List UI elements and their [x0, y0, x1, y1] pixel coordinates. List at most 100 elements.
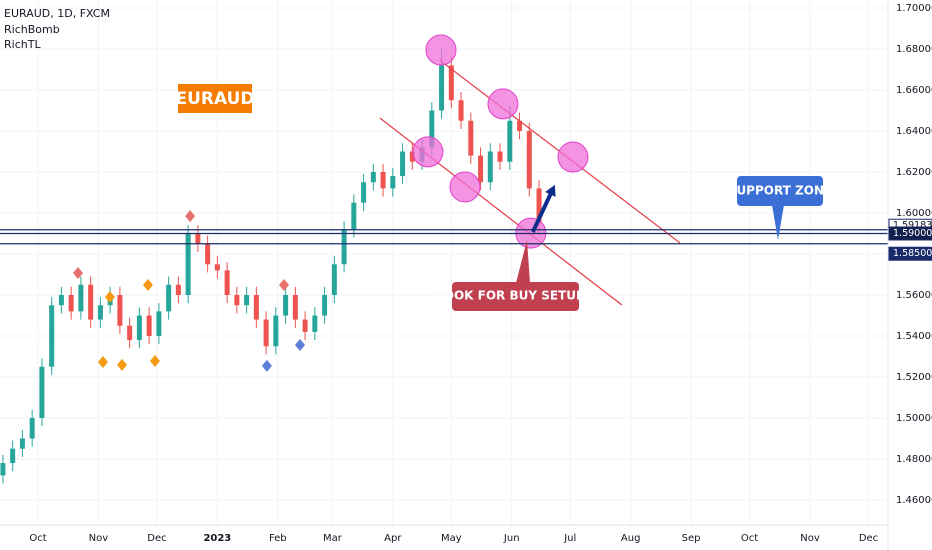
- y-tick-label: 1.52000: [896, 372, 932, 383]
- candle-body: [312, 315, 318, 332]
- candle-body: [263, 319, 269, 347]
- signal-diamond: [117, 358, 128, 371]
- x-tick-label: Jul: [563, 533, 576, 544]
- candle-body: [253, 294, 259, 320]
- candle-body: [370, 171, 376, 183]
- x-tick-label: Jun: [503, 533, 520, 544]
- setup-box: [452, 282, 579, 311]
- support-label: SUPPORT ZONE: [728, 184, 832, 198]
- y-tick-label: 1.64000: [896, 126, 932, 137]
- candle-body: [78, 284, 84, 312]
- candle-body: [224, 270, 230, 295]
- callout-pointer: [772, 205, 784, 240]
- candle-body: [19, 438, 25, 449]
- symbol-box: [178, 84, 252, 113]
- candle-body: [195, 233, 201, 244]
- x-tick-label: Dec: [147, 533, 166, 544]
- chart-title: EURAUD, 1D, FXCM: [4, 7, 110, 20]
- candle-body: [302, 319, 308, 332]
- y-tick-label: 1.56000: [896, 290, 932, 301]
- candle-body: [517, 120, 523, 131]
- candle-body: [526, 130, 532, 189]
- candle-body: [400, 151, 406, 177]
- candle-body: [331, 264, 337, 295]
- candle-body: [234, 294, 240, 306]
- y-tick-label: 1.46000: [896, 495, 932, 506]
- x-tick-label: Apr: [384, 533, 402, 544]
- candle-body: [283, 294, 289, 316]
- candle-body: [380, 171, 386, 189]
- y-tick-label: 1.68000: [896, 44, 932, 55]
- candle-body: [68, 294, 74, 312]
- signal-diamond: [97, 356, 108, 369]
- y-tick-label: 1.48000: [896, 454, 932, 465]
- plot-area: [0, 0, 888, 525]
- highlight-circle: [557, 141, 589, 173]
- candle-body: [39, 366, 45, 418]
- setup-label: LOOK FOR BUY SETUPS: [437, 289, 594, 303]
- candle-body: [88, 284, 94, 320]
- signal-diamond: [185, 210, 196, 223]
- candle-body: [0, 463, 6, 476]
- candle-body: [487, 151, 493, 183]
- candle-body: [439, 65, 445, 111]
- signal-diamond: [261, 359, 272, 372]
- candle-body: [244, 294, 250, 306]
- candle-body: [468, 120, 474, 156]
- y-tick-label: 1.62000: [896, 167, 932, 178]
- candle-body: [214, 264, 220, 271]
- candle-body: [58, 294, 64, 306]
- y-tick-label: 1.50000: [896, 413, 932, 424]
- candle-body: [146, 315, 152, 336]
- candle-body: [478, 155, 484, 183]
- price-badge: [888, 246, 932, 261]
- callout-pointer: [516, 240, 530, 283]
- candle-body: [10, 448, 16, 464]
- x-tick-label: Feb: [269, 533, 287, 544]
- highlight-circle: [425, 34, 457, 66]
- candle-body: [409, 151, 415, 162]
- x-tick-label: Oct: [741, 533, 758, 544]
- indicator-name: RichBomb: [4, 23, 60, 36]
- signal-diamond: [142, 278, 153, 291]
- candle-body: [536, 188, 542, 224]
- price-badge: [888, 226, 932, 241]
- x-tick-label: Mar: [323, 533, 343, 544]
- symbol-label: EURAUD: [175, 89, 254, 109]
- candle-body: [390, 176, 396, 189]
- candle-body: [429, 110, 435, 148]
- candle-body: [273, 315, 279, 347]
- candle-body: [29, 417, 35, 439]
- candle-body: [97, 305, 103, 320]
- indicator-name: RichTL: [4, 38, 41, 51]
- price-badge-label: 1.58500: [893, 248, 932, 259]
- candle-body: [185, 233, 191, 295]
- price-badge-label: 1.59183: [893, 220, 932, 231]
- x-tick-label: Oct: [29, 533, 46, 544]
- signal-diamond: [149, 354, 160, 367]
- candle-body: [166, 284, 172, 312]
- price-badge-label: 1.59000: [893, 228, 932, 239]
- candle-body: [205, 243, 211, 265]
- signal-diamond: [295, 339, 306, 352]
- y-tick-label: 1.66000: [896, 85, 932, 96]
- x-tick-label: Nov: [89, 533, 109, 544]
- candle-body: [448, 65, 454, 101]
- y-tick-label: 1.70000: [896, 3, 932, 14]
- highlight-circle: [487, 88, 519, 120]
- candle-body: [175, 284, 181, 295]
- candle-body: [458, 100, 464, 121]
- candle-body: [497, 151, 503, 162]
- highlight-circle: [412, 136, 444, 168]
- x-tick-label: Nov: [800, 533, 820, 544]
- arrow-head: [545, 184, 556, 197]
- candle-body: [127, 325, 133, 341]
- x-tick-label: 2023: [203, 533, 231, 544]
- support-box: [737, 176, 823, 206]
- candle-body: [322, 294, 328, 316]
- x-tick-label: May: [441, 533, 462, 544]
- y-tick-label: 1.54000: [896, 331, 932, 342]
- candle-body: [156, 311, 162, 336]
- candle-body: [341, 229, 347, 265]
